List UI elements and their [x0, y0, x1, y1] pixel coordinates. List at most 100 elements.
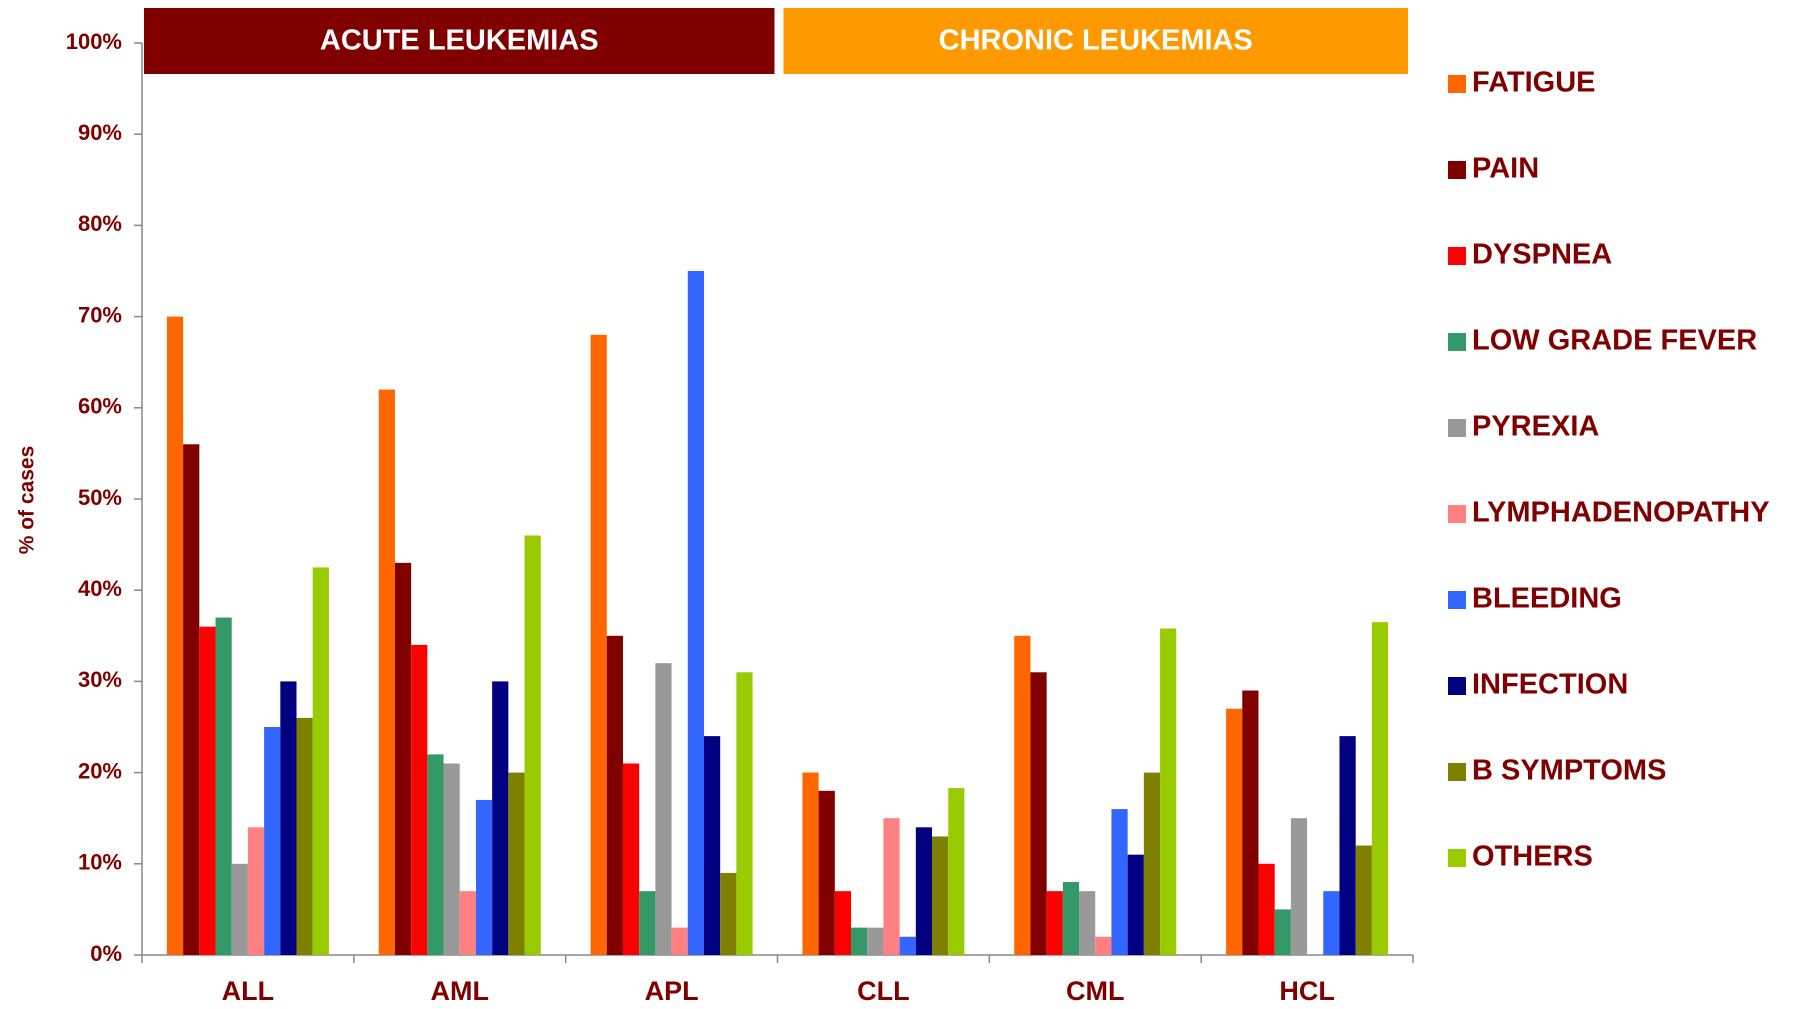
y-tick-label: 0%: [90, 941, 122, 966]
bar: [247, 827, 265, 955]
bar: [1030, 672, 1047, 955]
bar: [492, 681, 509, 955]
legend-label: PYREXIA: [1472, 411, 1599, 443]
bar: [1127, 854, 1144, 955]
bar: [280, 681, 297, 955]
bar: [475, 799, 493, 955]
bar: [443, 763, 460, 955]
legend-label: OTHERS: [1472, 841, 1593, 873]
bar: [1258, 863, 1275, 955]
bar: [883, 818, 900, 955]
bar: [867, 927, 884, 955]
legend-swatch: [1448, 247, 1466, 265]
x-tick-label: CML: [1066, 976, 1124, 1006]
bar: [231, 863, 248, 955]
legend-swatch: [1448, 849, 1466, 867]
legend-swatch: [1448, 333, 1466, 351]
bar: [411, 644, 428, 955]
bar: [183, 444, 200, 955]
legend-swatch: [1448, 763, 1466, 781]
y-tick-label: 30%: [78, 667, 122, 692]
bar: [818, 790, 835, 955]
legend-label: DYSPNEA: [1472, 239, 1612, 271]
bar: [215, 617, 232, 955]
bar: [1290, 818, 1308, 955]
bar: [166, 316, 184, 956]
bar: [851, 927, 868, 955]
x-tick-label: AML: [431, 976, 489, 1006]
bar: [802, 772, 819, 955]
bar: [1160, 628, 1177, 955]
bar: [720, 872, 737, 955]
bar: [915, 827, 933, 955]
bar: [590, 334, 607, 956]
group-header: [144, 8, 775, 74]
bar: [1046, 891, 1063, 955]
bar: [394, 562, 412, 955]
bar: [1371, 622, 1389, 955]
bar: [671, 927, 688, 955]
legend-label: BLEEDING: [1472, 583, 1622, 615]
bar: [687, 271, 704, 955]
bar: [1095, 936, 1112, 955]
bar: [296, 717, 313, 955]
bar: [1355, 845, 1372, 955]
y-axis-label: % of cases: [16, 446, 39, 555]
legend-label: B SYMPTOMS: [1472, 755, 1666, 787]
bar: [1079, 891, 1096, 955]
y-tick-label: 40%: [78, 576, 122, 601]
bar: [199, 626, 216, 955]
bar: [524, 535, 541, 955]
legend-label: FATIGUE: [1472, 67, 1596, 99]
legend-swatch: [1448, 505, 1466, 523]
legend-swatch: [1448, 677, 1466, 695]
legend-swatch: [1448, 591, 1466, 609]
bar: [1242, 690, 1259, 955]
y-tick-label: 70%: [78, 302, 122, 327]
legend-label: PAIN: [1472, 153, 1539, 185]
bar: [1226, 708, 1243, 955]
legend-swatch: [1448, 419, 1466, 437]
bar: [639, 891, 656, 955]
bar: [948, 788, 965, 955]
bar: [1111, 809, 1128, 955]
x-tick-label: HCL: [1279, 976, 1335, 1006]
bar: [655, 663, 672, 955]
group-header: [783, 8, 1408, 74]
bar: [736, 672, 753, 955]
legend-label: LOW GRADE FEVER: [1472, 325, 1757, 357]
legend-swatch: [1448, 75, 1466, 93]
bar: [1339, 736, 1356, 955]
x-tick-label: ALL: [222, 976, 274, 1006]
x-tick-label: CLL: [857, 976, 909, 1006]
group-header-label: ACUTE LEUKEMIAS: [320, 25, 599, 57]
x-tick-label: APL: [645, 976, 699, 1006]
bar: [1062, 882, 1080, 955]
bar: [703, 736, 721, 955]
y-tick-label: 100%: [66, 29, 122, 54]
bar: [932, 836, 949, 955]
legend-label: INFECTION: [1472, 669, 1628, 701]
bar: [508, 772, 525, 955]
bar: [1323, 891, 1340, 955]
bar: [264, 727, 281, 955]
y-tick-label: 90%: [78, 120, 122, 145]
legend-swatch: [1448, 161, 1466, 179]
y-tick-label: 50%: [78, 485, 122, 510]
y-tick-label: 80%: [78, 211, 122, 236]
bar: [312, 567, 329, 955]
bar: [459, 891, 476, 955]
y-tick-label: 60%: [78, 394, 122, 419]
legend-label: LYMPHADENOPATHY: [1472, 497, 1770, 529]
bar: [622, 763, 640, 955]
bar: [1014, 635, 1031, 955]
y-tick-label: 10%: [78, 850, 122, 875]
bar: [378, 389, 395, 955]
bar: [1274, 909, 1291, 955]
y-tick-label: 20%: [78, 758, 122, 783]
bar: [834, 891, 852, 955]
bar: [606, 635, 623, 955]
bar: [427, 754, 444, 955]
bar: [899, 936, 916, 955]
